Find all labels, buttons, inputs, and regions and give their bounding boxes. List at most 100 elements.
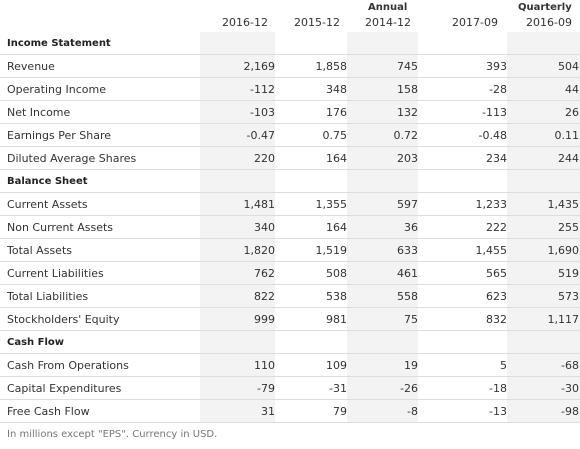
row-label: Revenue	[0, 54, 200, 78]
cell-value: 234	[418, 146, 507, 170]
table-row: Current Liabilities 762 508 461 565 519	[0, 261, 580, 285]
row-label: Stockholders' Equity	[0, 307, 200, 331]
cell-value: -0.47	[200, 123, 275, 147]
table-row: Free Cash Flow 31 79 -8 -13 -98	[0, 399, 580, 423]
section-title: Cash Flow	[0, 330, 200, 354]
cell-value: -112	[200, 77, 275, 101]
section-header-row: Cash Flow	[0, 330, 580, 354]
table-row: Diluted Average Shares 220 164 203 234 244	[0, 146, 580, 170]
column-header: 2016-09	[526, 16, 572, 29]
row-label: Diluted Average Shares	[0, 146, 200, 170]
cell-value: 31	[200, 399, 275, 423]
column-group-header: Annual Quarterly	[0, 0, 580, 15]
row-label: Current Liabilities	[0, 261, 200, 285]
cell-value: 176	[275, 100, 347, 124]
financials-panel: Annual Quarterly 2016-12 2015-12 2014-12…	[0, 0, 580, 423]
cell-value: 558	[347, 284, 418, 308]
cell-value: 519	[507, 261, 580, 285]
section-header-row: Balance Sheet	[0, 169, 580, 193]
annual-group-label: Annual	[368, 2, 408, 13]
section-title: Income Statement	[0, 32, 200, 55]
cell-value: 832	[418, 307, 507, 331]
column-header: 2016-12	[222, 16, 268, 29]
row-label: Current Assets	[0, 192, 200, 216]
cell-value: -30	[507, 376, 580, 400]
cell-value: 1,117	[507, 307, 580, 331]
cell-value: 504	[507, 54, 580, 78]
row-label: Total Assets	[0, 238, 200, 262]
cell-value: -98	[507, 399, 580, 423]
column-header: 2015-12	[294, 16, 340, 29]
row-label: Capital Expenditures	[0, 376, 200, 400]
cell-value: -68	[507, 353, 580, 377]
cell-value: -103	[200, 100, 275, 124]
table-row: Total Liabilities 822 538 558 623 573	[0, 284, 580, 308]
quarterly-group-label: Quarterly	[518, 2, 572, 13]
cell-value: 158	[347, 77, 418, 101]
cell-value: 19	[347, 353, 418, 377]
cell-value: 508	[275, 261, 347, 285]
cell-value: 340	[200, 215, 275, 239]
footnote: In millions except "EPS". Currency in US…	[7, 429, 218, 440]
table-row: Stockholders' Equity 999 981 75 832 1,117	[0, 307, 580, 331]
cell-value: 255	[507, 215, 580, 239]
cell-value: 565	[418, 261, 507, 285]
cell-value: 222	[418, 215, 507, 239]
row-label: Cash From Operations	[0, 353, 200, 377]
cell-value: -79	[200, 376, 275, 400]
financials-table: Income Statement Revenue 2,169 1,858 745 393 5…	[0, 32, 580, 423]
cell-value: 110	[200, 353, 275, 377]
table-row: Capital Expenditures -79 -31 -26 -18 -30	[0, 376, 580, 400]
cell-value: 762	[200, 261, 275, 285]
cell-value: 0.75	[275, 123, 347, 147]
cell-value: -28	[418, 77, 507, 101]
section-header-row: Income Statement	[0, 32, 580, 55]
table-row: Revenue 2,169 1,858 745 393 504	[0, 54, 580, 78]
cell-value: 220	[200, 146, 275, 170]
cell-value: 623	[418, 284, 507, 308]
cell-value: 1,355	[275, 192, 347, 216]
cell-value: 44	[507, 77, 580, 101]
cell-value: -18	[418, 376, 507, 400]
cell-value: 36	[347, 215, 418, 239]
row-label: Net Income	[0, 100, 200, 124]
cell-value: 0.11	[507, 123, 580, 147]
cell-value: 745	[347, 54, 418, 78]
cell-value: 981	[275, 307, 347, 331]
cell-value: 109	[275, 353, 347, 377]
table-row: Current Assets 1,481 1,355 597 1,233 1,435	[0, 192, 580, 216]
section-title: Balance Sheet	[0, 169, 200, 193]
cell-value: 79	[275, 399, 347, 423]
cell-value: 348	[275, 77, 347, 101]
cell-value: 132	[347, 100, 418, 124]
cell-value: 999	[200, 307, 275, 331]
table-row: Cash From Operations 110 109 19 5 -68	[0, 353, 580, 377]
column-header: 2014-12	[365, 16, 411, 29]
cell-value: 1,690	[507, 238, 580, 262]
cell-value: 1,233	[418, 192, 507, 216]
cell-value: 538	[275, 284, 347, 308]
cell-value: 822	[200, 284, 275, 308]
cell-value: -8	[347, 399, 418, 423]
row-label: Free Cash Flow	[0, 399, 200, 423]
cell-value: 1,455	[418, 238, 507, 262]
cell-value: -31	[275, 376, 347, 400]
cell-value: 244	[507, 146, 580, 170]
cell-value: 633	[347, 238, 418, 262]
cell-value: 573	[507, 284, 580, 308]
table-row: Total Assets 1,820 1,519 633 1,455 1,690	[0, 238, 580, 262]
cell-value: 1,820	[200, 238, 275, 262]
cell-value: 0.72	[347, 123, 418, 147]
table-row: Non Current Assets 340 164 36 222 255	[0, 215, 580, 239]
column-date-header: 2016-12 2015-12 2014-12 2017-09 2016-09	[0, 15, 580, 32]
cell-value: 2,169	[200, 54, 275, 78]
cell-value: 164	[275, 146, 347, 170]
cell-value: 203	[347, 146, 418, 170]
cell-value: 1,519	[275, 238, 347, 262]
table-row: Operating Income -112 348 158 -28 44	[0, 77, 580, 101]
cell-value: 75	[347, 307, 418, 331]
cell-value: -113	[418, 100, 507, 124]
table-row: Earnings Per Share -0.47 0.75 0.72 -0.48 0.11	[0, 123, 580, 147]
table-row: Net Income -103 176 132 -113 26	[0, 100, 580, 124]
cell-value: -13	[418, 399, 507, 423]
